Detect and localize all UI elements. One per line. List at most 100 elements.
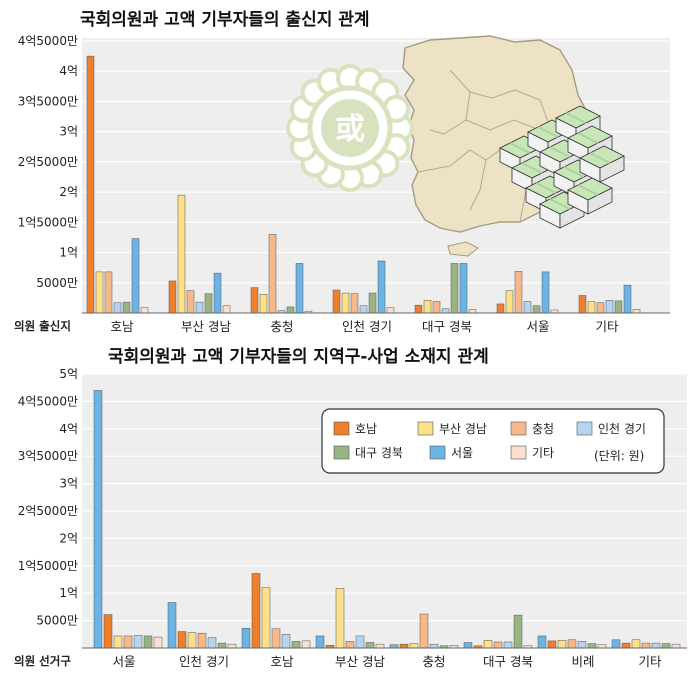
bar-서울-대구 경북 [532, 305, 541, 314]
bar-대구 경북-인천 경기 [441, 308, 450, 314]
bar-부산 경남-서울 [213, 272, 222, 314]
bar-부산 경남-부산 경남 [335, 588, 345, 649]
bar-서울-부산 경남 [505, 290, 514, 314]
money-stack-icon [499, 105, 625, 229]
y-tick-label: 3억5000만 [18, 94, 78, 108]
legend-swatch [333, 445, 350, 460]
bar-서울-충청 [514, 271, 523, 314]
chart2-x-axis-label: 의원 선거구 [14, 654, 71, 668]
bar-기타-충청 [596, 302, 605, 314]
bar-호남-호남 [251, 573, 261, 649]
legend-label: 호남 [355, 422, 377, 436]
bar-기타-대구 경북 [661, 643, 671, 649]
x-category-label: 부산 경남 [181, 319, 231, 334]
bar-기타-기타 [671, 643, 681, 649]
bar-인천 경기-부산 경남 [341, 292, 350, 314]
y-tick-label: 5000만 [36, 614, 78, 628]
bar-인천 경기-인천 경기 [359, 305, 368, 314]
national-assembly-seal-icon: 或 [286, 64, 414, 192]
bar-대구 경북-서울 [463, 642, 473, 649]
x-category-label: 서울 [112, 654, 135, 669]
bar-기타-부산 경남 [587, 301, 596, 314]
bar-대구 경북-충청 [432, 301, 441, 314]
legend-label: 대구 경북 [355, 446, 403, 460]
bar-인천 경기-부산 경남 [187, 632, 197, 649]
bar-호남-호남 [86, 55, 95, 314]
x-category-label: 비례 [571, 654, 594, 669]
bar-대구 경북-서울 [459, 263, 468, 314]
bar-부산 경남-기타 [375, 643, 385, 649]
bar-충청-충청 [419, 613, 429, 649]
x-category-label: 호남 [270, 654, 294, 669]
legend-swatch [510, 445, 527, 460]
x-category-label: 서울 [526, 319, 549, 334]
bar-서울-인천 경기 [523, 301, 532, 314]
bar-대구 경북-부산 경남 [423, 300, 432, 314]
bar-충청-인천 경기 [429, 643, 439, 649]
y-tick-label: 2억5000만 [18, 504, 78, 518]
bar-인천 경기-기타 [386, 307, 395, 314]
svg-text:或: 或 [335, 112, 365, 147]
bar-호남-인천 경기 [281, 634, 291, 649]
y-tick-label: 3억5000만 [18, 449, 78, 463]
x-category-label: 인천 경기 [179, 654, 229, 669]
bar-기타-충청 [641, 642, 651, 649]
bar-기타-서울 [623, 284, 632, 314]
bar-호남-기타 [301, 640, 311, 649]
bar-부산 경남-서울 [315, 635, 325, 649]
bar-호남-충청 [271, 628, 281, 649]
bar-부산 경남-호남 [168, 280, 177, 314]
bar-대구 경북-충청 [493, 641, 503, 649]
bar-서울-충청 [123, 635, 133, 649]
bar-비례-부산 경남 [557, 640, 567, 649]
x-category-label: 충청 [270, 319, 293, 334]
bar-호남-서울 [131, 238, 140, 314]
bar-부산 경남-기타 [222, 305, 231, 314]
bar-기타-기타 [632, 309, 641, 314]
bar-비례-인천 경기 [577, 641, 587, 649]
bar-부산 경남-대구 경북 [365, 642, 375, 649]
bar-서울-대구 경북 [143, 635, 153, 649]
bar-기타-부산 경남 [631, 639, 641, 649]
x-category-label: 기타 [638, 654, 662, 669]
bar-비례-호남 [547, 640, 557, 649]
bar-서울-부산 경남 [113, 635, 123, 649]
legend-swatch [510, 421, 527, 436]
bar-호남-인천 경기 [113, 302, 122, 314]
x-category-label: 호남 [110, 319, 134, 334]
bar-충청-서울 [295, 263, 304, 314]
chart2-title: 국회의원과 고액 기부자들의 지역구-사업 소재지 관계 [108, 347, 489, 367]
y-tick-label: 3억 [59, 125, 78, 139]
bar-인천 경기-호남 [332, 289, 341, 314]
chart1-title: 국회의원과 고액 기부자들의 출신지 관계 [80, 10, 370, 30]
legend-label: 부산 경남 [439, 422, 487, 436]
bar-충청-부산 경남 [409, 643, 419, 649]
unit-note: (단위: 원) [594, 449, 644, 463]
x-category-label: 대구 경북 [483, 654, 533, 669]
chart1-x-axis-label: 의원 출신지 [14, 319, 71, 333]
bar-기타-인천 경기 [651, 642, 661, 649]
x-category-label: 대구 경북 [422, 319, 472, 334]
bar-비례-서울 [537, 635, 547, 649]
x-category-label: 인천 경기 [342, 319, 392, 334]
bar-기타-호남 [621, 642, 631, 649]
bar-인천 경기-인천 경기 [207, 637, 217, 649]
legend-swatch [333, 421, 350, 436]
legend-label: 인천 경기 [598, 421, 646, 436]
y-tick-label: 2억 [59, 185, 78, 199]
legend-swatch [576, 421, 593, 436]
bar-기타-대구 경북 [614, 300, 623, 314]
y-tick-label: 1억5000만 [18, 559, 78, 573]
bar-대구 경북-대구 경북 [450, 263, 459, 314]
bar-호남-서울 [241, 628, 251, 649]
y-tick-label: 2억5000만 [18, 155, 78, 169]
bar-충청-충청 [268, 234, 277, 314]
bar-기타-인천 경기 [605, 300, 614, 314]
bar-충청-호남 [250, 287, 259, 314]
x-category-label: 기타 [595, 319, 619, 334]
bar-서울-인천 경기 [133, 635, 143, 649]
legend-label: 기타 [532, 446, 554, 460]
